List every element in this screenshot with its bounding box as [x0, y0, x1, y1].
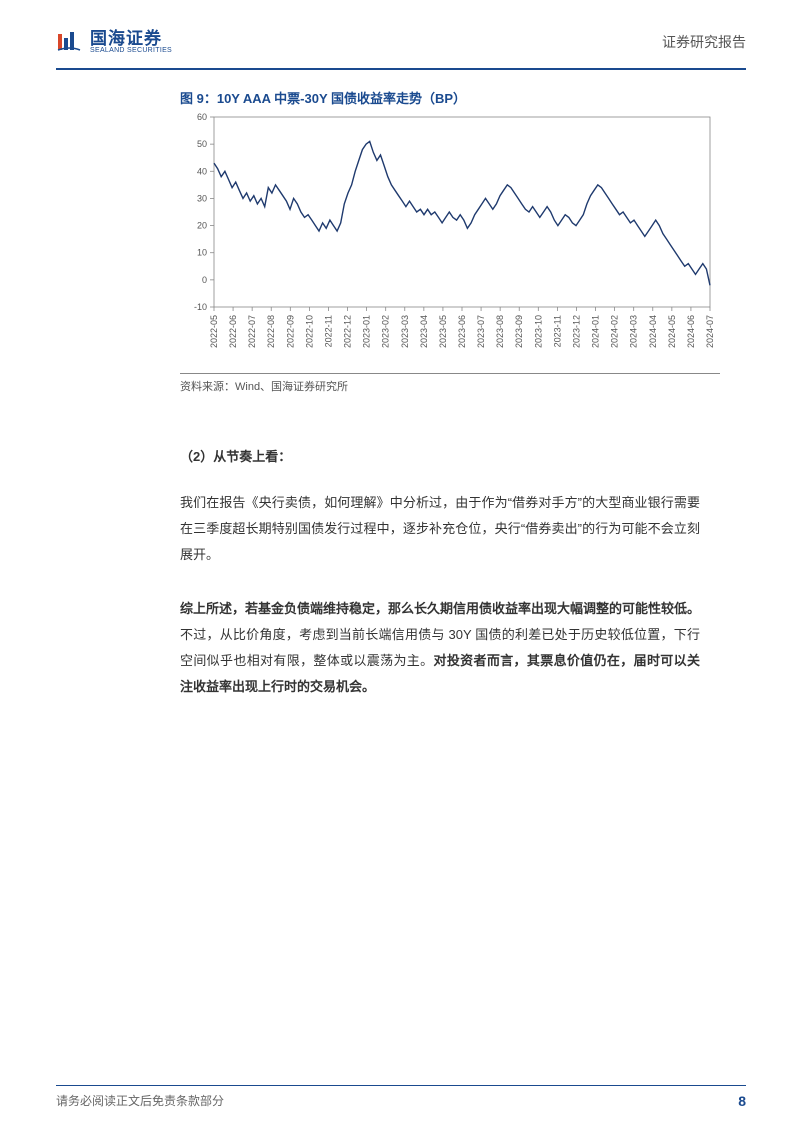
svg-text:30: 30 [197, 193, 207, 203]
page-header: 国海证券 SEALAND SECURITIES 证券研究报告 [0, 0, 802, 64]
svg-text:2023-10: 2023-10 [533, 315, 543, 348]
svg-text:40: 40 [197, 166, 207, 176]
svg-text:2023-03: 2023-03 [400, 315, 410, 348]
logo-name-cn: 国海证券 [90, 30, 172, 47]
subsection-heading: （2）从节奏上看： [180, 444, 700, 470]
svg-text:0: 0 [202, 275, 207, 285]
svg-text:-10: -10 [194, 302, 207, 312]
svg-text:10: 10 [197, 248, 207, 258]
body-text-block: （2）从节奏上看： 我们在报告《央行卖债，如何理解》中分析过，由于作为“借券对手… [180, 444, 700, 700]
svg-text:2023-02: 2023-02 [381, 315, 391, 348]
svg-text:2023-11: 2023-11 [552, 315, 562, 347]
svg-text:2023-09: 2023-09 [514, 315, 524, 348]
logo-name-en: SEALAND SECURITIES [90, 47, 172, 54]
svg-text:2023-06: 2023-06 [457, 315, 467, 348]
svg-text:2023-12: 2023-12 [571, 315, 581, 348]
svg-text:2023-01: 2023-01 [362, 315, 372, 348]
svg-text:2024-02: 2024-02 [610, 315, 620, 348]
svg-text:2024-01: 2024-01 [591, 315, 601, 348]
svg-text:2024-04: 2024-04 [648, 315, 658, 348]
disclaimer-text: 请务必阅读正文后免责条款部分 [56, 1092, 224, 1109]
paragraph-1: 我们在报告《央行卖债，如何理解》中分析过，由于作为“借券对手方”的大型商业银行需… [180, 490, 700, 568]
svg-text:2022-05: 2022-05 [209, 315, 219, 348]
svg-text:2022-11: 2022-11 [323, 315, 333, 347]
svg-text:2024-03: 2024-03 [629, 315, 639, 348]
page-number: 8 [738, 1093, 746, 1109]
report-type-label: 证券研究报告 [662, 32, 746, 52]
svg-text:60: 60 [197, 112, 207, 122]
svg-text:2023-07: 2023-07 [476, 315, 486, 348]
svg-text:2024-06: 2024-06 [686, 315, 696, 348]
svg-text:2022-09: 2022-09 [285, 315, 295, 348]
svg-text:2022-07: 2022-07 [247, 315, 257, 348]
paragraph-2: 综上所述，若基金负债端维持稳定，那么长久期信用债收益率出现大幅调整的可能性较低。… [180, 596, 700, 700]
svg-text:2022-06: 2022-06 [228, 315, 238, 348]
page-footer: 请务必阅读正文后免责条款部分 8 [0, 1085, 802, 1109]
svg-text:2023-04: 2023-04 [419, 315, 429, 348]
footer-divider [56, 1085, 746, 1086]
svg-text:2022-08: 2022-08 [266, 315, 276, 348]
svg-text:2022-12: 2022-12 [343, 315, 353, 348]
para2-bold-lead: 综上所述，若基金负债端维持稳定，那么长久期信用债收益率出现大幅调整的可能性较低。 [180, 601, 700, 616]
svg-text:2023-08: 2023-08 [495, 315, 505, 348]
svg-text:2023-05: 2023-05 [438, 315, 448, 348]
logo-icon [56, 28, 84, 56]
svg-text:20: 20 [197, 221, 207, 231]
svg-text:2024-07: 2024-07 [705, 315, 715, 348]
svg-text:50: 50 [197, 139, 207, 149]
svg-text:2022-10: 2022-10 [304, 315, 314, 348]
company-logo: 国海证券 SEALAND SECURITIES [56, 28, 172, 56]
page-content: 图 9：10Y AAA 中票-30Y 国债收益率走势（BP） -10 0 10 20 3… [0, 70, 802, 700]
spread-line-chart: -10 0 10 20 30 40 50 60 2022-05 2022-06 2022-07 202… [180, 109, 720, 369]
figure-title: 图 9：10Y AAA 中票-30Y 国债收益率走势（BP） [180, 88, 746, 107]
figure-source: 资料来源：Wind、国海证券研究所 [180, 373, 720, 394]
svg-text:2024-05: 2024-05 [667, 315, 677, 348]
